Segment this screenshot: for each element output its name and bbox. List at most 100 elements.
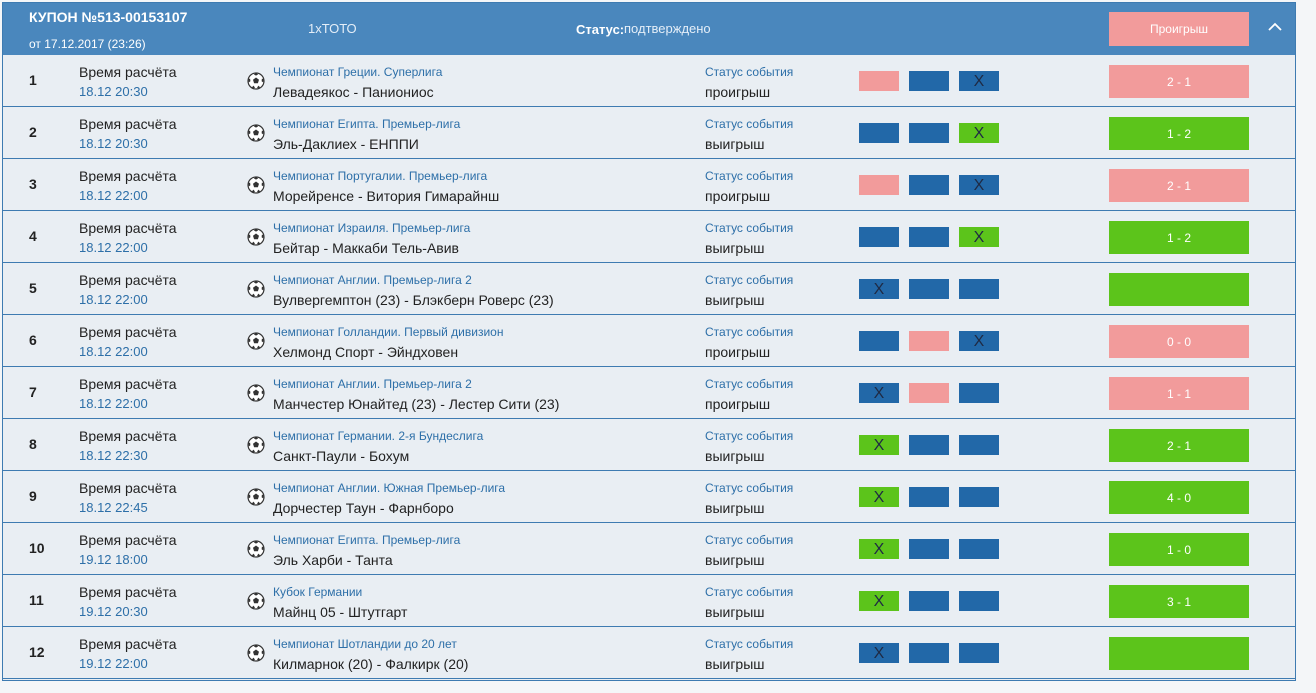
event-status-label: Статус события xyxy=(705,637,794,651)
match-name: Майнц 05 - Штутгарт xyxy=(273,604,408,620)
soccer-ball-icon xyxy=(247,176,265,194)
event-status-value: выигрыш xyxy=(705,448,765,464)
league-link[interactable]: Чемпионат Германии. 2-я Бундеслига xyxy=(273,429,484,443)
calc-time-value: 18.12 22:30 xyxy=(79,448,148,463)
event-status-label: Статус события xyxy=(705,481,794,495)
outcome-cell-3 xyxy=(959,643,999,663)
league-link[interactable]: Чемпионат Англии. Премьер-лига 2 xyxy=(273,377,472,391)
calc-time-label: Время расчёта xyxy=(79,272,177,288)
event-row: 6 Время расчёта 18.12 22:00 Чемпионат Голла… xyxy=(3,315,1295,367)
event-number: 10 xyxy=(29,540,45,556)
coupon-title: КУПОН №513-00153107 xyxy=(29,9,188,25)
coupon-status-value: подтверждено xyxy=(624,21,711,36)
event-status-label: Статус события xyxy=(705,429,794,443)
calc-time-label: Время расчёта xyxy=(79,376,177,392)
event-status-label: Статус события xyxy=(705,117,794,131)
calc-time-label: Время расчёта xyxy=(79,636,177,652)
event-row: 11 Время расчёта 19.12 20:30 Кубок Германии… xyxy=(3,575,1295,627)
event-status-value: проигрыш xyxy=(705,188,771,204)
outcome-cell-3 xyxy=(959,539,999,559)
coupon-header[interactable]: КУПОН №513-00153107 от 17.12.2017 (23:26… xyxy=(3,3,1295,55)
soccer-ball-icon xyxy=(247,228,265,246)
league-link[interactable]: Чемпионат Египта. Премьер-лига xyxy=(273,533,461,547)
outcome-cell-3 xyxy=(959,435,999,455)
calc-time-label: Время расчёта xyxy=(79,168,177,184)
calc-time-value: 18.12 22:45 xyxy=(79,500,148,515)
outcome-cell-1: X xyxy=(859,539,899,559)
match-name: Вулвергемптон (23) - Блэкберн Роверс (23… xyxy=(273,292,554,308)
league-link[interactable]: Чемпионат Шотландии до 20 лет xyxy=(273,637,457,651)
match-name: Эль-Даклиех - ЕНППИ xyxy=(273,136,419,152)
outcome-cell-3: X xyxy=(959,175,999,195)
event-number: 3 xyxy=(29,176,37,192)
outcome-cell-1: X xyxy=(859,643,899,663)
soccer-ball-icon xyxy=(247,384,265,402)
outcome-cell-3: X xyxy=(959,71,999,91)
league-link[interactable]: Чемпионат Португалии. Премьер-лига xyxy=(273,169,488,183)
league-link[interactable]: Чемпионат Англии. Премьер-лига 2 xyxy=(273,273,472,287)
calc-time-value: 18.12 20:30 xyxy=(79,136,148,151)
outcome-cell-1 xyxy=(859,175,899,195)
match-name: Эль Харби - Танта xyxy=(273,552,393,568)
calc-time-value: 19.12 18:00 xyxy=(79,552,148,567)
event-status-value: выигрыш xyxy=(705,136,765,152)
outcome-cell-2 xyxy=(909,643,949,663)
league-link[interactable]: Чемпионат Голландии. Первый дивизион xyxy=(273,325,504,339)
outcome-cell-1: X xyxy=(859,487,899,507)
score-badge: 0 - 0 xyxy=(1109,325,1249,358)
outcome-cell-2 xyxy=(909,279,949,299)
match-name: Дорчестер Таун - Фарнборо xyxy=(273,500,454,516)
calc-time-value: 18.12 22:00 xyxy=(79,188,148,203)
event-number: 12 xyxy=(29,644,45,660)
event-row: 2 Время расчёта 18.12 20:30 Чемпионат Египт… xyxy=(3,107,1295,159)
outcome-cell-3 xyxy=(959,279,999,299)
calc-time-value: 18.12 22:00 xyxy=(79,396,148,411)
coupon-result-badge: Проигрыш xyxy=(1109,12,1249,46)
event-number: 2 xyxy=(29,124,37,140)
event-number: 7 xyxy=(29,384,37,400)
league-link[interactable]: Чемпионат Израиля. Премьер-лига xyxy=(273,221,471,235)
outcome-cell-1 xyxy=(859,123,899,143)
league-link[interactable]: Чемпионат Греции. Суперлига xyxy=(273,65,443,79)
outcome-cell-3 xyxy=(959,487,999,507)
event-row: 4 Время расчёта 18.12 22:00 Чемпионат Израи… xyxy=(3,211,1295,263)
event-row: 12 Время расчёта 19.12 22:00 Чемпионат Шотл… xyxy=(3,627,1295,679)
score-badge: 1 - 0 xyxy=(1109,533,1249,566)
score-badge: 3 - 1 xyxy=(1109,585,1249,618)
calc-time-value: 18.12 22:00 xyxy=(79,240,148,255)
coupon-date: от 17.12.2017 (23:26) xyxy=(29,37,146,51)
event-status-label: Статус события xyxy=(705,377,794,391)
outcome-cell-2 xyxy=(909,123,949,143)
outcome-cell-3: X xyxy=(959,227,999,247)
score-badge: 2 - 1 xyxy=(1109,429,1249,462)
soccer-ball-icon xyxy=(247,540,265,558)
outcome-cell-1: X xyxy=(859,435,899,455)
league-link[interactable]: Кубок Германии xyxy=(273,585,363,599)
event-row: 3 Время расчёта 18.12 22:00 Чемпионат Порту… xyxy=(3,159,1295,211)
soccer-ball-icon xyxy=(247,124,265,142)
event-status-label: Статус события xyxy=(705,221,794,235)
event-status-label: Статус события xyxy=(705,585,794,599)
match-name: Морейренсе - Витория Гимарайнш xyxy=(273,188,500,204)
event-status-label: Статус события xyxy=(705,533,794,547)
outcome-cell-3 xyxy=(959,383,999,403)
outcome-cell-1 xyxy=(859,71,899,91)
event-status-value: проигрыш xyxy=(705,344,771,360)
event-number: 5 xyxy=(29,280,37,296)
calc-time-value: 18.12 20:30 xyxy=(79,84,148,99)
league-link[interactable]: Чемпионат Англии. Южная Премьер-лига xyxy=(273,481,506,495)
soccer-ball-icon xyxy=(247,644,265,662)
outcome-cell-1: X xyxy=(859,591,899,611)
calc-time-label: Время расчёта xyxy=(79,324,177,340)
event-status-value: проигрыш xyxy=(705,396,771,412)
outcome-cell-1 xyxy=(859,331,899,351)
event-status-value: выигрыш xyxy=(705,604,765,620)
chevron-up-icon[interactable] xyxy=(1265,17,1285,37)
event-status-value: выигрыш xyxy=(705,240,765,256)
outcome-cell-2 xyxy=(909,435,949,455)
outcome-cell-2 xyxy=(909,175,949,195)
event-row: 8 Время расчёта 18.12 22:30 Чемпионат Герма… xyxy=(3,419,1295,471)
event-status-label: Статус события xyxy=(705,273,794,287)
league-link[interactable]: Чемпионат Египта. Премьер-лига xyxy=(273,117,461,131)
score-badge: 1 - 2 xyxy=(1109,221,1249,254)
